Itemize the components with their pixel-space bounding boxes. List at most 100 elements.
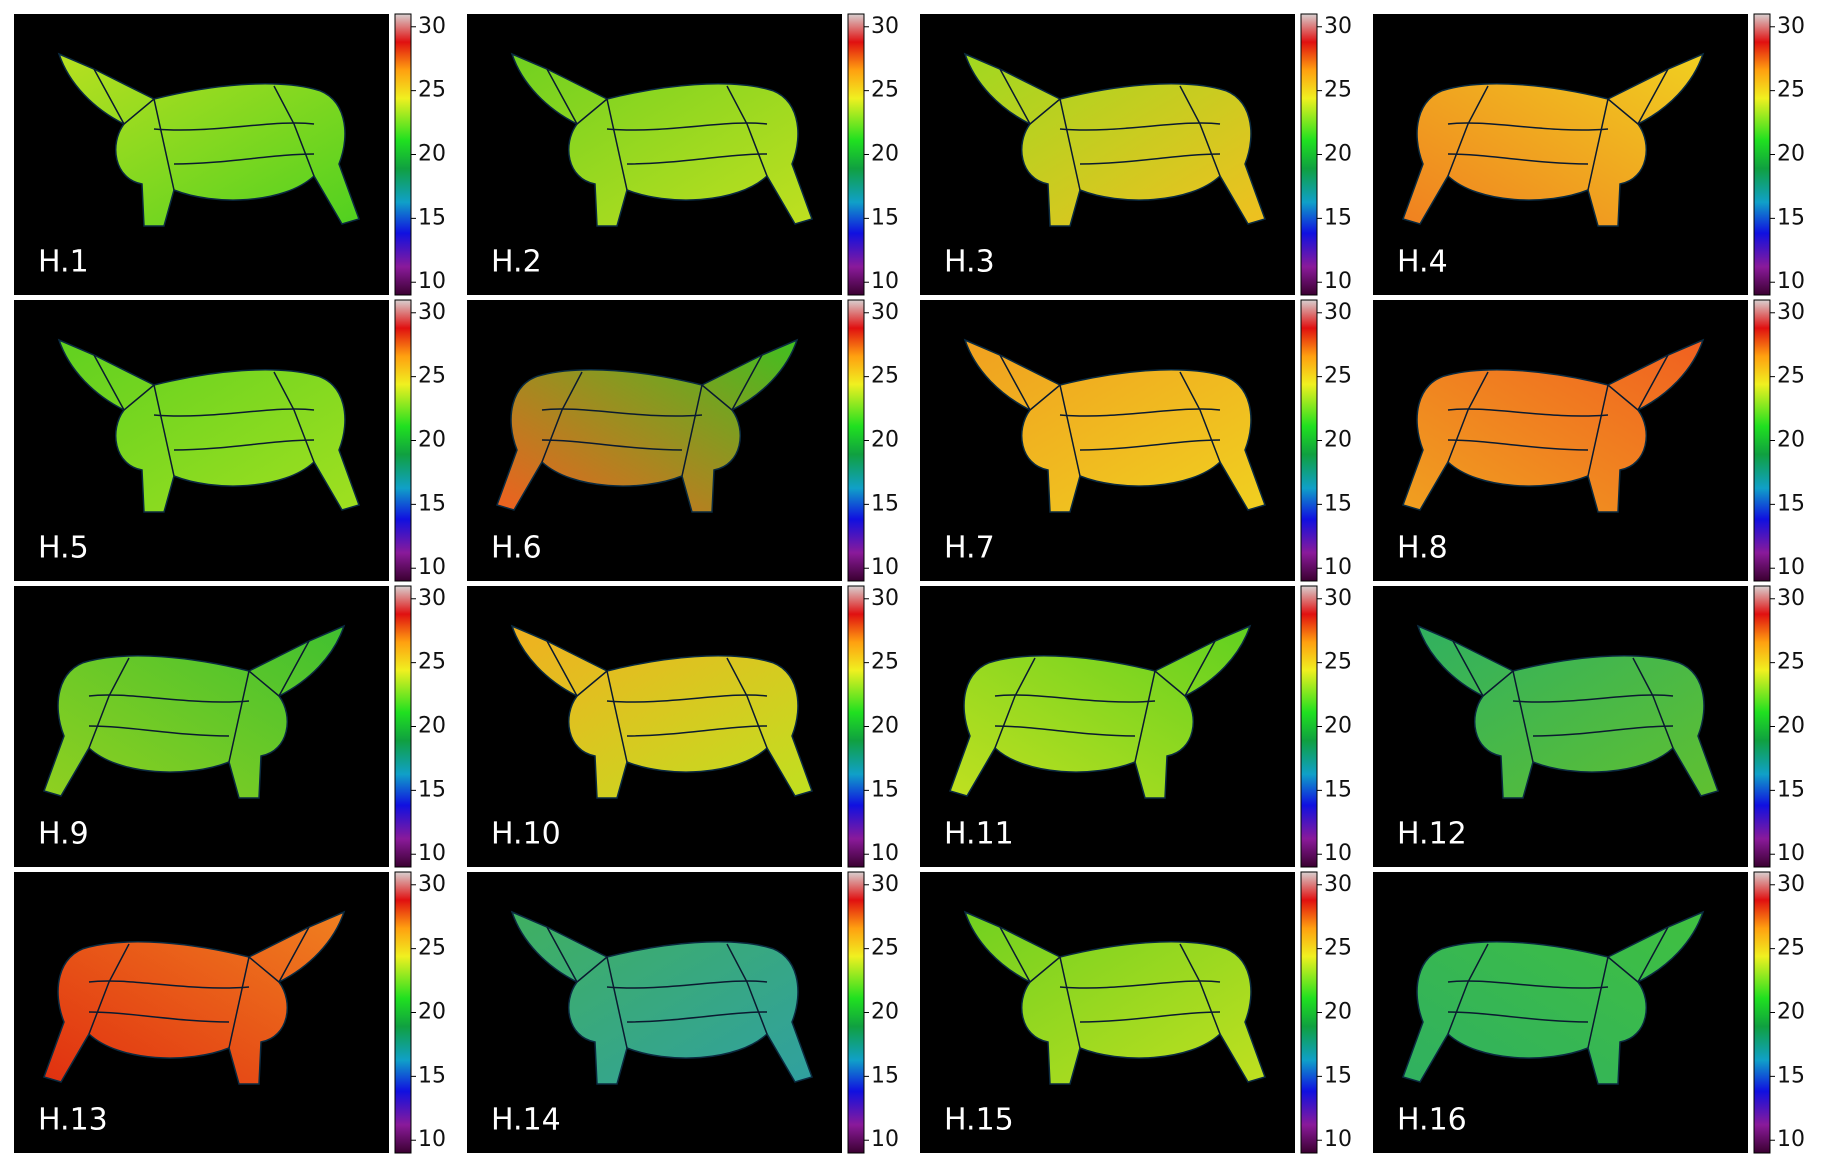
panel-label: H.16: [1397, 1103, 1467, 1138]
colorbar-tick-label: 25: [871, 364, 899, 389]
colorbar-tick-label: 20: [1777, 714, 1805, 739]
seam: [626, 153, 768, 165]
colorbar-tick-label: 20: [1777, 1000, 1805, 1025]
colorbar-tick-label: 15: [418, 491, 446, 516]
colorbar-tick-label: 10: [418, 269, 446, 294]
seam: [576, 955, 628, 1049]
seam: [1587, 955, 1639, 1049]
seam: [1482, 669, 1534, 763]
seam: [88, 657, 130, 749]
seam: [278, 640, 310, 697]
seam: [606, 980, 768, 989]
panel: H.1 10 15 20 25 30: [14, 13, 446, 296]
panel-label: H.10: [491, 817, 561, 852]
colorbar-tick-label: 10: [1324, 1127, 1352, 1152]
seam: [88, 1011, 230, 1023]
seam: [726, 943, 768, 1035]
colorbar-tick-label: 10: [418, 555, 446, 580]
colorbar-tick-label: 15: [871, 1063, 899, 1088]
colorbar-tick-label: 15: [871, 777, 899, 802]
colorbar-tick-label: 25: [418, 78, 446, 103]
seam: [606, 122, 768, 131]
colorbar-tick-label: 15: [1324, 205, 1352, 230]
seam: [1029, 955, 1081, 1049]
colorbar-tick-label: 20: [871, 1000, 899, 1025]
colorbar-tick-label: 30: [1324, 586, 1352, 611]
horse: [510, 624, 813, 799]
colorbar-tick-label: 30: [1777, 300, 1805, 325]
seam: [123, 97, 175, 191]
horse: [963, 910, 1266, 1085]
colorbar: [1300, 13, 1318, 296]
colorbar-tick-label: 20: [1324, 1000, 1352, 1025]
seam: [1134, 669, 1186, 763]
seam: [1447, 943, 1489, 1035]
seam: [1632, 657, 1674, 749]
seam: [1637, 68, 1669, 125]
colorbar: [847, 13, 865, 296]
panel: H.6 10 15 20 25 30: [467, 299, 899, 582]
colorbar: [394, 585, 412, 868]
seam: [994, 725, 1136, 737]
colorbar-tick-label: 30: [1324, 872, 1352, 897]
colorbar-tick-label: 10: [1777, 1127, 1805, 1152]
colorbar: [1753, 13, 1771, 296]
seam: [1447, 122, 1609, 131]
panel-label: H.13: [38, 1103, 108, 1138]
colorbar-tick-label: 25: [871, 936, 899, 961]
colorbar-tick-label: 10: [1777, 555, 1805, 580]
seam: [1029, 383, 1081, 477]
colorbar-tick-label: 20: [1324, 142, 1352, 167]
panel: H.11 10 15 20 25 30: [920, 585, 1352, 868]
panel-label: H.11: [944, 817, 1014, 852]
seam: [731, 354, 763, 411]
horse: [510, 52, 813, 227]
seam: [1079, 1011, 1221, 1023]
horse: [57, 338, 360, 513]
colorbar-tick-label: 15: [1324, 491, 1352, 516]
seam: [1447, 371, 1489, 463]
colorbar-tick-label: 20: [418, 142, 446, 167]
seam: [626, 725, 768, 737]
colorbar-tick-label: 10: [1777, 269, 1805, 294]
colorbar-tick-label: 10: [418, 841, 446, 866]
seam: [273, 371, 315, 463]
colorbar-tick-label: 10: [1324, 555, 1352, 580]
colorbar: [1753, 871, 1771, 1154]
panel: H.8 10 15 20 25 30: [1373, 299, 1805, 582]
seam: [123, 383, 175, 477]
colorbar-tick-label: 30: [1777, 586, 1805, 611]
seam: [1179, 943, 1221, 1035]
colorbar-tick-label: 25: [1777, 936, 1805, 961]
seam: [153, 408, 315, 417]
colorbar-tick-label: 30: [418, 586, 446, 611]
horse: [496, 338, 799, 513]
seam: [1079, 153, 1221, 165]
seam: [228, 669, 280, 763]
colorbar-tick-label: 10: [1324, 841, 1352, 866]
colorbar-tick-label: 15: [1324, 777, 1352, 802]
seam: [88, 694, 250, 703]
colorbar-tick-label: 15: [418, 205, 446, 230]
seam: [1179, 85, 1221, 177]
colorbar-tick-label: 30: [418, 14, 446, 39]
seam: [541, 408, 703, 417]
seam: [1184, 640, 1216, 697]
panel-label: H.15: [944, 1103, 1014, 1138]
seam: [1059, 408, 1221, 417]
colorbar-tick-label: 20: [1777, 428, 1805, 453]
colorbar-tick-label: 30: [871, 300, 899, 325]
panel: H.4 10 15 20 25 30: [1373, 13, 1805, 296]
seam: [88, 943, 130, 1035]
colorbar-tick-label: 20: [1324, 428, 1352, 453]
seam: [541, 439, 683, 451]
colorbar-tick-label: 10: [1777, 841, 1805, 866]
seam: [173, 153, 315, 165]
colorbar-tick-label: 30: [871, 14, 899, 39]
horse: [43, 624, 346, 799]
colorbar-tick-label: 10: [871, 555, 899, 580]
horse: [963, 338, 1266, 513]
seam: [999, 926, 1031, 983]
seam: [541, 371, 583, 463]
seam: [1447, 408, 1609, 417]
